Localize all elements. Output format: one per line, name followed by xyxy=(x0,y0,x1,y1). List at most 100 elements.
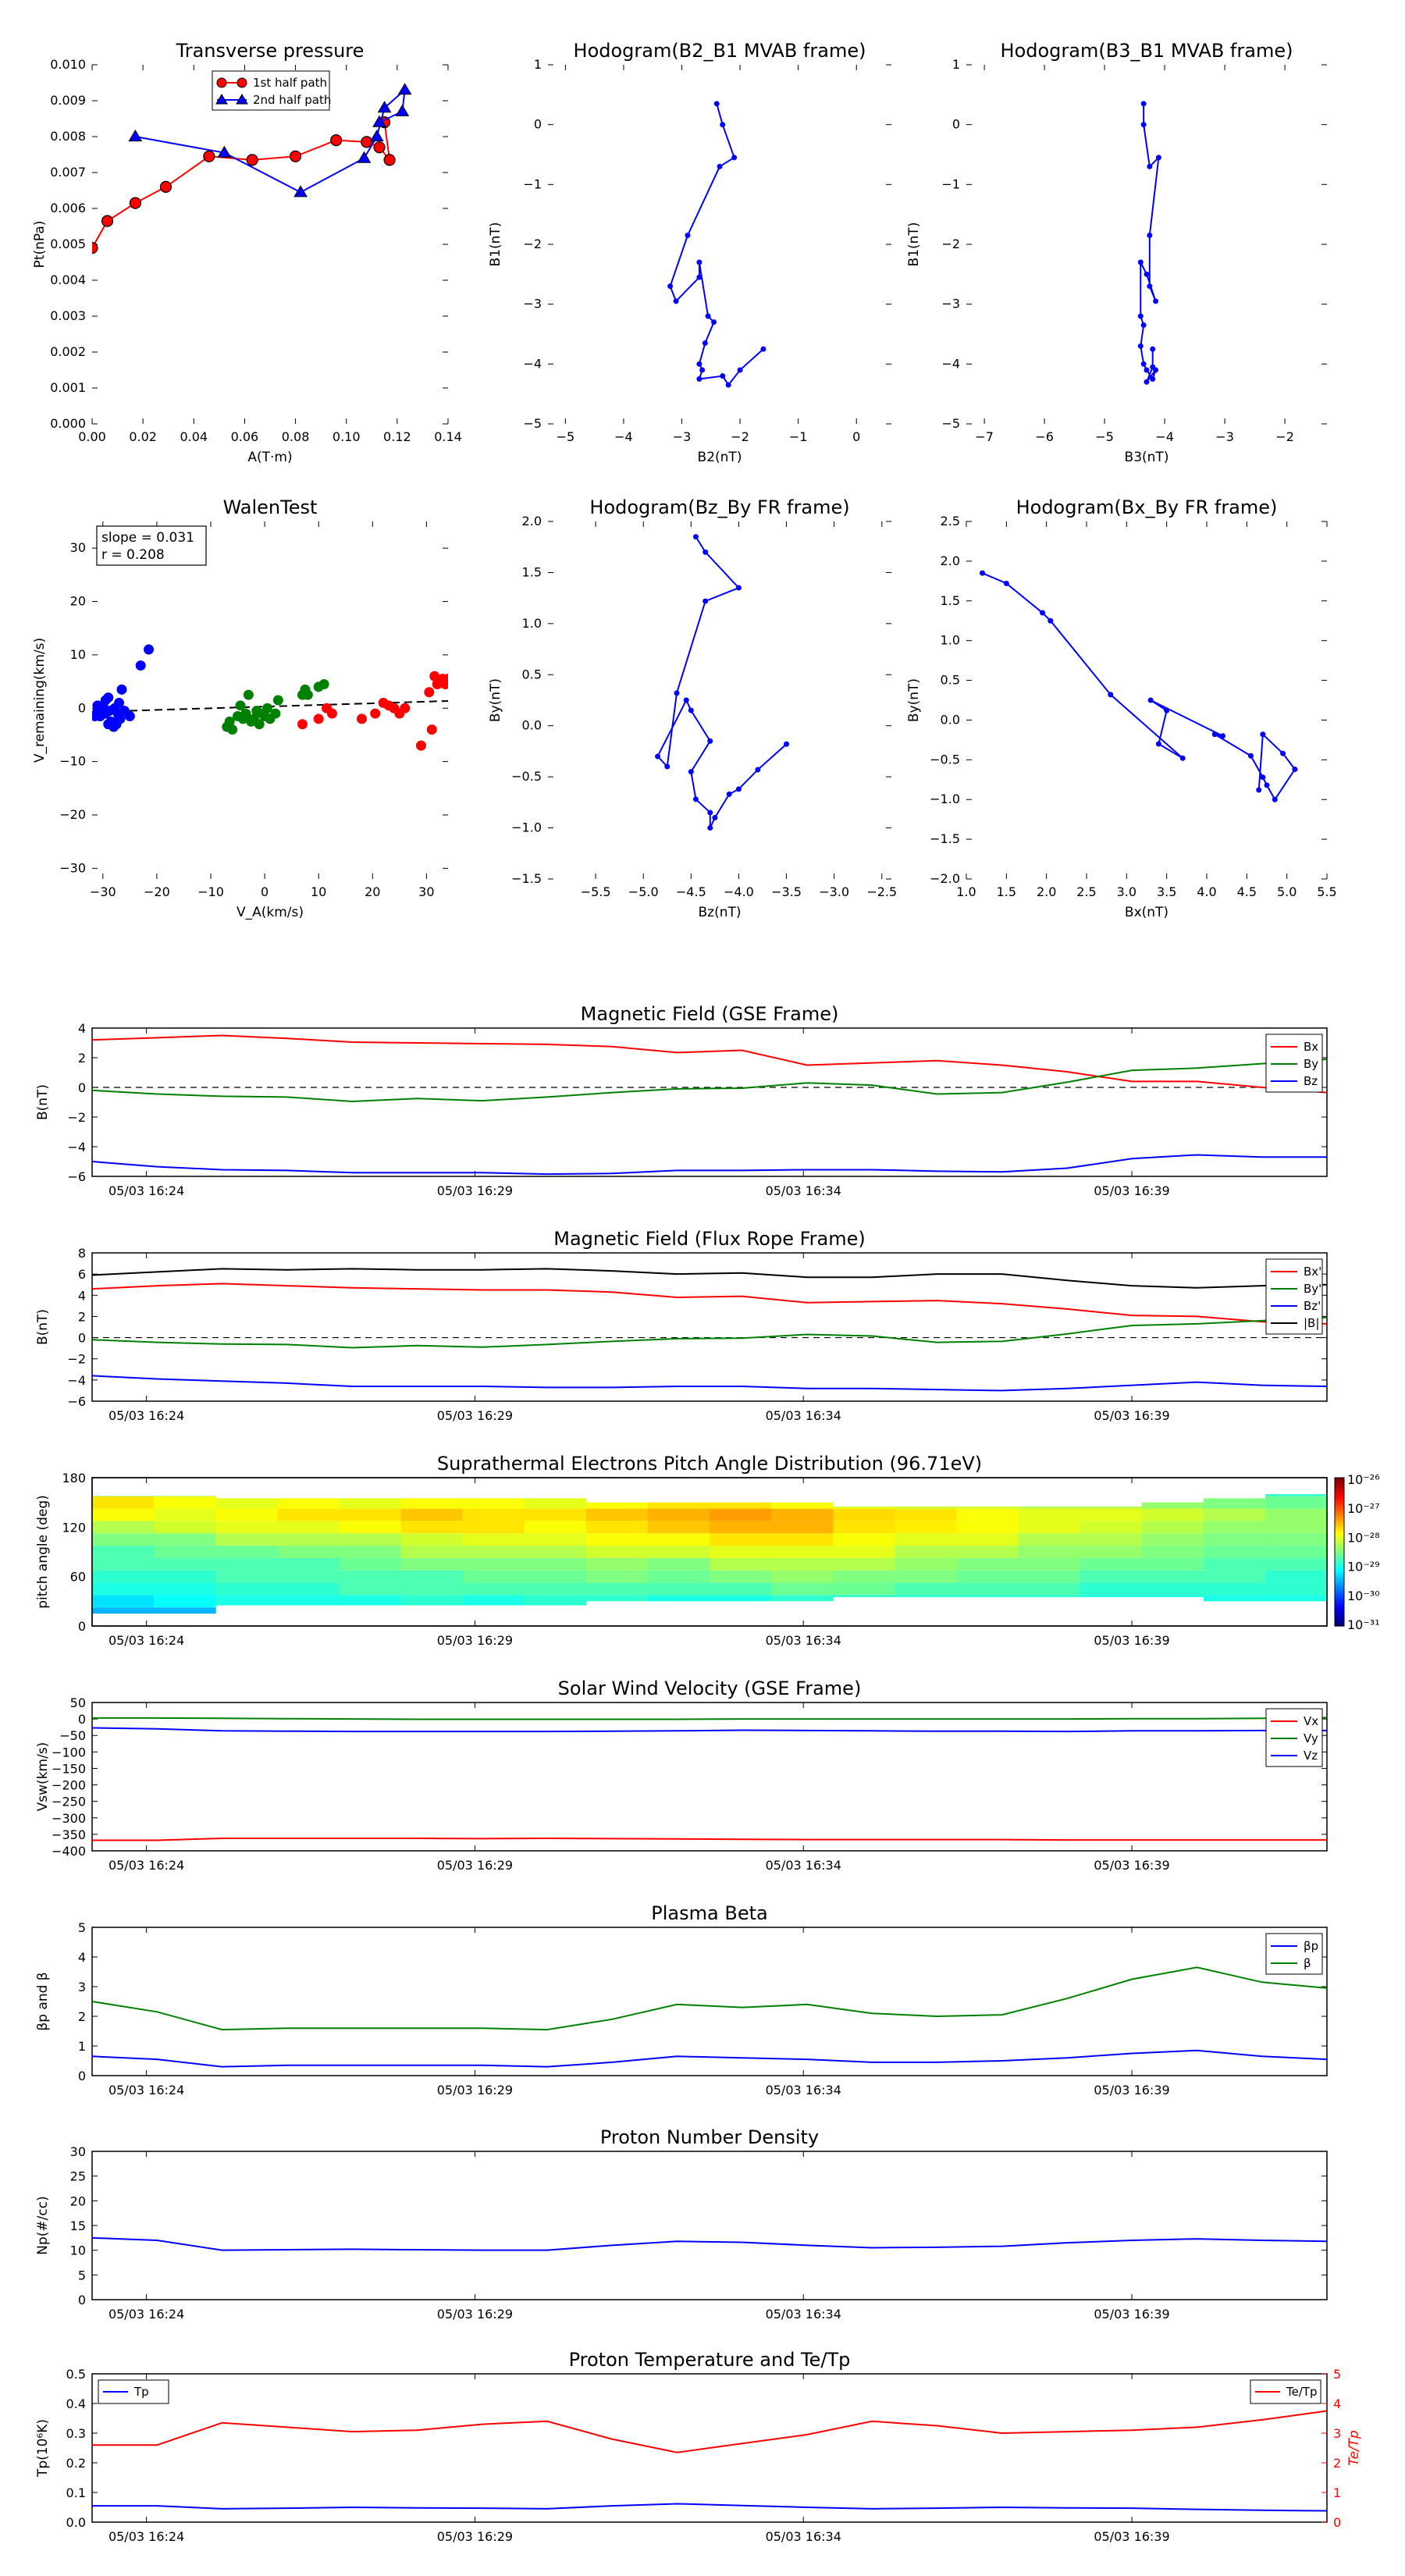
chart-pt-series-1-point xyxy=(372,115,386,127)
chart-pad-cell xyxy=(92,1557,155,1571)
chart-hfrx-series-0-point xyxy=(1040,610,1046,616)
chart-walen-xlabel: V_A(km/s) xyxy=(237,905,304,920)
chart-h13-series-0-point xyxy=(1144,367,1150,373)
chart-bgse-ytick-label: −6 xyxy=(67,1169,86,1184)
chart-pad-cell xyxy=(154,1496,216,1509)
chart-pad-colorbar-step xyxy=(1335,1574,1344,1578)
chart-walen-series-0-point xyxy=(135,660,146,671)
chart-pad-colorbar-step xyxy=(1335,1514,1344,1518)
chart-h23-series-0-point xyxy=(713,101,720,107)
chart-pad-cell xyxy=(524,1498,587,1509)
chart-pad-cell xyxy=(771,1521,834,1534)
chart-np-xtick-label: 05/03 16:39 xyxy=(1094,2307,1169,2322)
chart-hfrz-xtick-label: −5.5 xyxy=(581,884,611,899)
chart-pad-cell xyxy=(1264,1496,1327,1509)
chart-np-ytick-label: 20 xyxy=(70,2194,86,2208)
chart-pt-xtick-label: 0.02 xyxy=(129,429,157,444)
chart-beta-ytick-label: 5 xyxy=(78,1920,86,1935)
chart-h13-series-0-point xyxy=(1153,298,1159,304)
chart-tp-ytick-label: 0.1 xyxy=(66,2485,86,2500)
chart-pad-colorbar-label: 10⁻³¹ xyxy=(1347,1617,1380,1632)
chart-np-ytick-label: 25 xyxy=(70,2169,86,2184)
chart-pad-cell xyxy=(154,1546,216,1558)
chart-pt-xtick-label: 0.08 xyxy=(282,429,310,444)
chart-pad-cell xyxy=(710,1582,772,1596)
chart-hfrx-xtick-label: 2.0 xyxy=(1037,884,1056,899)
chart-pt-title: Transverse pressure xyxy=(176,40,365,62)
chart-pad-cell xyxy=(647,1582,710,1596)
chart-pad-cell xyxy=(1264,1582,1327,1596)
chart-hfrx-xtick-label: 2.5 xyxy=(1076,884,1096,899)
chart-pad-cell xyxy=(1080,1570,1143,1583)
chart-bgse-series-0-line xyxy=(92,1034,1327,1094)
chart-h13-ytick-label: −1 xyxy=(941,176,960,191)
chart-hfrx-series-0-point xyxy=(1179,755,1186,761)
chart-pt-ytick-label: 0.009 xyxy=(50,93,86,108)
chart-pad-cell xyxy=(92,1582,155,1596)
chart-pad-colorbar: 10⁻²⁶ 10⁻²⁷ 10⁻²⁸ 10⁻²⁹ 10⁻³⁰ 10⁻³¹ xyxy=(1334,1472,1380,1632)
chart-pad-cell xyxy=(647,1595,710,1602)
chart-bfr-xtick-label: 05/03 16:24 xyxy=(108,1408,184,1423)
chart-hfrx-xtick-label: 1.0 xyxy=(956,884,976,899)
chart-tp-ytick-label: 0.3 xyxy=(66,2426,86,2441)
chart-bfr-ytick-label: 0 xyxy=(78,1331,86,1346)
chart-pad-colorbar-step xyxy=(1335,1571,1344,1575)
chart-tp-legend-0: Tp xyxy=(98,2379,169,2404)
chart-pad-cell xyxy=(277,1508,340,1521)
chart-pad-cell xyxy=(895,1508,957,1521)
chart-hfrz-ytick-label: −1.5 xyxy=(511,871,542,886)
chart-bfr-xtick-label: 05/03 16:39 xyxy=(1094,1408,1169,1423)
chart-h13-series-0-point xyxy=(1137,313,1144,319)
chart-pad-cell xyxy=(1080,1557,1143,1571)
chart-pt-series-0-point xyxy=(373,141,386,154)
chart-walen-xtick-label: −20 xyxy=(144,884,170,899)
chart-walen-series-0-point xyxy=(103,719,114,730)
chart-pad-cell xyxy=(1264,1557,1327,1571)
chart-beta-legend-box xyxy=(1265,1933,1323,1975)
chart-pad-cell xyxy=(1080,1533,1143,1546)
chart-h13-xtick-label: −2 xyxy=(1275,429,1294,444)
chart-h23-series-0-line xyxy=(669,103,764,386)
chart-pad-cell xyxy=(1203,1595,1266,1602)
chart-np-xtick-label: 05/03 16:29 xyxy=(437,2307,513,2322)
chart-bfr-legend-label: Bz' xyxy=(1304,1299,1321,1313)
chart-pt-series-0-point xyxy=(383,154,396,166)
chart-h13-ytick-label: 1 xyxy=(952,57,960,72)
chart-pt-series-1-point xyxy=(357,151,372,163)
chart-pad-cell xyxy=(277,1521,340,1534)
chart-np-ytick-label: 30 xyxy=(70,2144,86,2159)
chart-vsw-ytick-label: −300 xyxy=(52,1811,86,1826)
chart-pad-cell xyxy=(1203,1533,1266,1546)
chart-h13-series-0-point xyxy=(1150,364,1156,370)
chart-pad-title: Suprathermal Electrons Pitch Angle Distr… xyxy=(437,1453,982,1475)
chart-bfr-ytick-label: −4 xyxy=(67,1373,86,1388)
chart-beta-ytick-label: 2 xyxy=(78,2009,86,2024)
chart-pt-legend-marker-1 xyxy=(236,94,248,105)
chart-pad-cell xyxy=(585,1533,649,1546)
chart-tp-y2tick-label: 1 xyxy=(1333,2485,1341,2500)
chart-pad-cell xyxy=(277,1498,340,1509)
chart-hfrz-series-0-point xyxy=(707,825,713,831)
chart-beta-ylabel: βp and β xyxy=(35,1972,51,2030)
chart-pad-cell xyxy=(895,1582,957,1596)
chart-bgse-ytick-label: 4 xyxy=(78,1021,86,1036)
chart-hfrz-xtick-label: −4.0 xyxy=(724,884,754,899)
chart-hfrx-xtick-label: 5.5 xyxy=(1317,884,1336,899)
chart-hfrz-xlabel: Bz(nT) xyxy=(698,905,741,920)
chart-pad-colorbar-step xyxy=(1335,1544,1344,1548)
chart-hfrx-series-0-point xyxy=(1256,787,1262,793)
chart-pad-cell xyxy=(462,1595,525,1606)
chart-hfrx-xtick-label: 3.5 xyxy=(1157,884,1176,899)
chart-pad-cell xyxy=(400,1498,464,1509)
chart-pad-colorbar-step xyxy=(1335,1618,1344,1622)
chart-tp-y2label: Te/Tp xyxy=(1346,2430,1362,2466)
chart-bfr-ytick-label: 8 xyxy=(78,1246,86,1261)
chart-pad-cell xyxy=(215,1582,278,1596)
chart-pad-colorbar-step xyxy=(1335,1512,1344,1516)
chart-h23-ytick-label: −2 xyxy=(523,237,542,251)
chart-pad-cell xyxy=(154,1533,216,1546)
chart-pad-colorbar-step xyxy=(1335,1552,1344,1555)
chart-pad-colorbar-step xyxy=(1335,1582,1344,1585)
chart-pt-series-1-point xyxy=(369,130,384,142)
chart-vsw-legend-label: Vz xyxy=(1304,1749,1318,1763)
